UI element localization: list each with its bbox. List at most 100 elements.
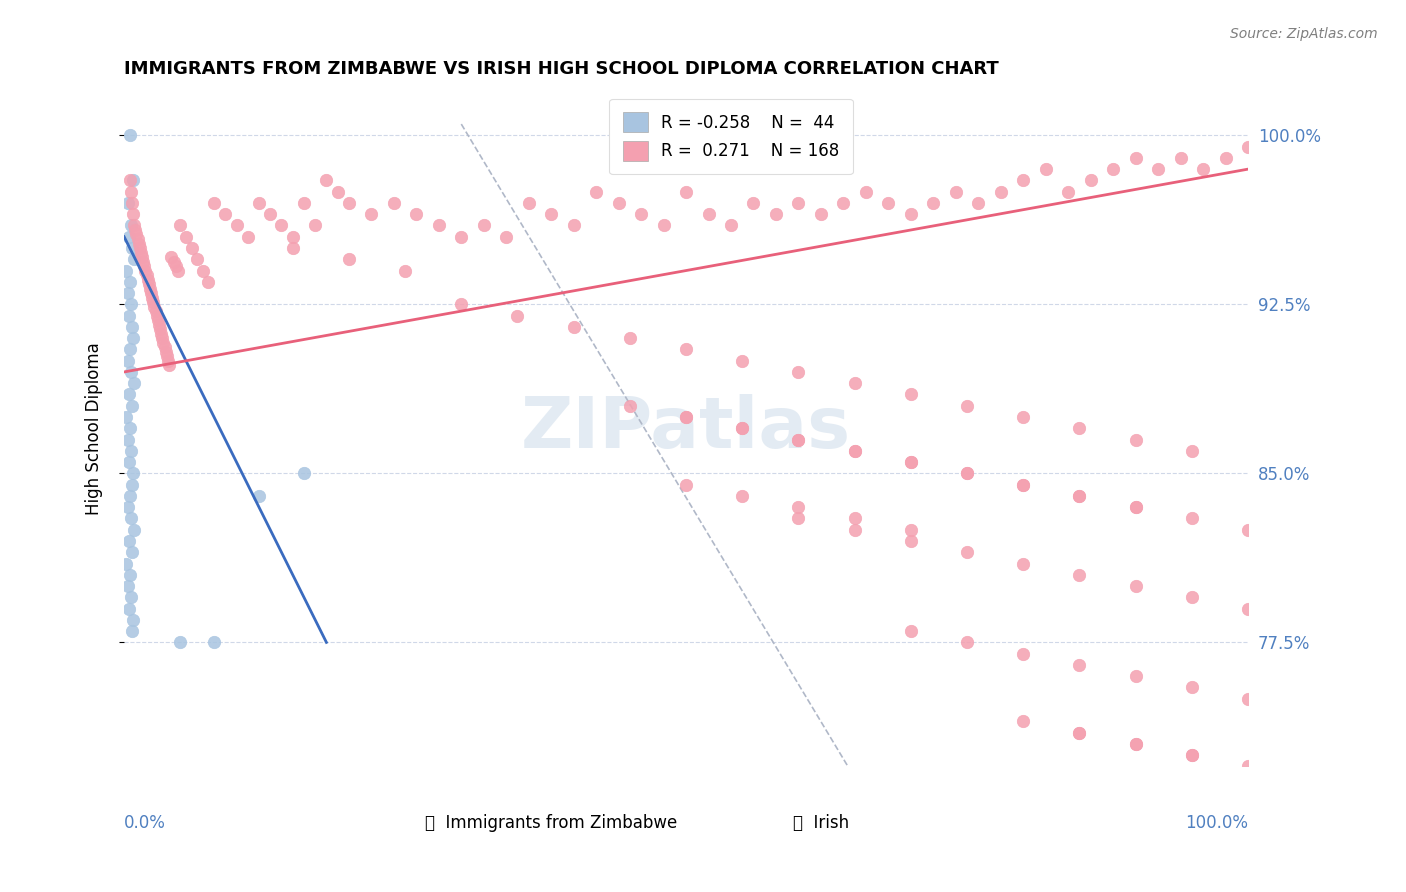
Point — [1125, 500, 1147, 515]
Point — [1125, 579, 1147, 593]
Point — [117, 196, 139, 211]
Point — [202, 196, 225, 211]
Point — [117, 601, 139, 615]
Point — [675, 410, 697, 425]
Point — [1237, 523, 1260, 537]
Point — [135, 268, 157, 282]
Point — [214, 207, 236, 221]
Point — [236, 229, 259, 244]
Point — [122, 331, 145, 345]
Point — [844, 443, 866, 458]
Point — [517, 196, 540, 211]
Point — [125, 227, 148, 242]
Point — [585, 185, 607, 199]
Point — [153, 340, 176, 354]
Point — [1012, 557, 1035, 571]
Point — [731, 421, 754, 435]
Point — [787, 196, 810, 211]
Point — [281, 229, 304, 244]
Point — [141, 291, 163, 305]
Point — [450, 297, 472, 311]
Point — [1170, 151, 1192, 165]
Point — [117, 455, 139, 469]
Point — [202, 635, 225, 649]
Point — [145, 304, 167, 318]
Point — [787, 365, 810, 379]
Point — [120, 365, 142, 379]
Point — [337, 252, 360, 267]
Point — [120, 297, 142, 311]
Point — [121, 477, 143, 491]
Point — [146, 313, 169, 327]
Point — [124, 223, 146, 237]
Point — [1069, 725, 1091, 739]
Point — [675, 477, 697, 491]
Point — [990, 185, 1012, 199]
Point — [118, 567, 141, 582]
Point — [117, 229, 139, 244]
Point — [292, 196, 315, 211]
Point — [122, 252, 145, 267]
Point — [152, 335, 174, 350]
Point — [1012, 647, 1035, 661]
Point — [1125, 500, 1147, 515]
Point — [540, 207, 562, 221]
Point — [394, 263, 416, 277]
Point — [143, 300, 166, 314]
Point — [1102, 162, 1125, 177]
Point — [1125, 737, 1147, 751]
Point — [145, 309, 167, 323]
Point — [1012, 477, 1035, 491]
Point — [1147, 162, 1170, 177]
Text: ⬜  Immigrants from Zimbabwe: ⬜ Immigrants from Zimbabwe — [425, 814, 678, 831]
Point — [117, 433, 139, 447]
Point — [675, 343, 697, 357]
Point — [169, 219, 191, 233]
Point — [120, 511, 142, 525]
Point — [139, 282, 162, 296]
Point — [315, 173, 337, 187]
Point — [281, 241, 304, 255]
Point — [495, 229, 517, 244]
Point — [900, 624, 922, 639]
Point — [121, 196, 143, 211]
Point — [1125, 433, 1147, 447]
Point — [787, 433, 810, 447]
Point — [156, 353, 179, 368]
Point — [169, 635, 191, 649]
Point — [787, 500, 810, 515]
Point — [787, 511, 810, 525]
Point — [956, 635, 979, 649]
Point — [607, 196, 630, 211]
Point — [304, 219, 326, 233]
Point — [900, 523, 922, 537]
Point — [810, 207, 832, 221]
Point — [1012, 173, 1035, 187]
Point — [956, 467, 979, 481]
Point — [117, 309, 139, 323]
Point — [121, 319, 143, 334]
Point — [900, 533, 922, 548]
Point — [117, 579, 139, 593]
Point — [120, 219, 142, 233]
Point — [118, 489, 141, 503]
Point — [956, 467, 979, 481]
Legend: R = -0.258    N =  44, R =  0.271    N = 168: R = -0.258 N = 44, R = 0.271 N = 168 — [609, 99, 852, 174]
Point — [1192, 162, 1215, 177]
Point — [405, 207, 427, 221]
Point — [1057, 185, 1080, 199]
Point — [149, 322, 172, 336]
Point — [191, 263, 214, 277]
Point — [180, 241, 202, 255]
Point — [1069, 567, 1091, 582]
Point — [120, 185, 142, 199]
Point — [150, 331, 173, 345]
Point — [134, 263, 156, 277]
Point — [1181, 681, 1204, 695]
Point — [900, 387, 922, 401]
Point — [900, 455, 922, 469]
Point — [450, 229, 472, 244]
Point — [136, 272, 159, 286]
Point — [117, 286, 139, 301]
Point — [155, 344, 177, 359]
